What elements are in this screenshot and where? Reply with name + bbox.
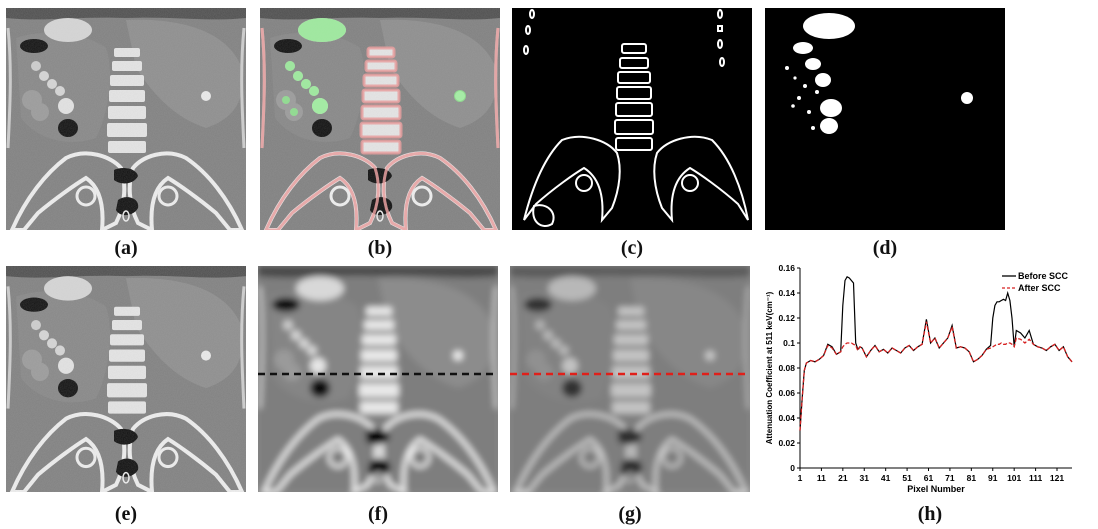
x-axis-label: Pixel Number [907,484,965,494]
x-tick-label: 41 [881,473,891,483]
caption-a: (a) [114,237,138,259]
series-line-before-scc [799,275,1073,431]
panel-f-pet-attenuation-map-before [258,266,498,492]
panel-e-ct-image [6,266,246,492]
x-tick-label: 81 [967,473,977,483]
caption-h: (h) [917,503,943,525]
panel-h-profile-chart: 0 0.02 0.04 0.06 0.08 0.1 0.12 0.14 0.16 1 11 21 31 4… [760,262,1090,507]
y-tick-label: 0.12 [778,313,795,323]
x-tick-label: 21 [838,473,848,483]
caption-e: (e) [114,503,138,525]
panel-b-segmentation-overlay [260,8,500,230]
legend-label-after-scc: After SCC [1018,283,1061,293]
panel-a-ct-image [6,8,246,230]
y-tick-label: 0.16 [778,263,795,273]
y-tick-label: 0 [790,463,795,473]
y-tick-label: 0.08 [778,363,795,373]
y-tick-label: 0.02 [778,438,795,448]
x-tick-label: 61 [924,473,934,483]
x-tick-label: 121 [1050,473,1064,483]
caption-g: (g) [618,503,642,525]
x-tick-label: 91 [988,473,998,483]
y-tick-label: 0.06 [778,388,795,398]
caption-d: (d) [872,237,898,259]
panel-g-pet-attenuation-map-after [510,266,750,492]
caption-f: (f) [368,503,388,525]
x-tick-label: 51 [902,473,912,483]
legend-label-before-scc: Before SCC [1018,271,1069,281]
panel-d-contrast-mask [765,8,1005,230]
x-tick-label: 1 [798,473,803,483]
panel-c-bone-mask [512,8,752,230]
x-tick-label: 111 [1029,473,1043,483]
x-tick-label: 71 [945,473,955,483]
x-tick-label: 11 [817,473,826,483]
caption-c: (c) [620,237,644,259]
y-tick-label: 0.14 [778,288,795,298]
y-axis-label: Attenuation Coefficient at 511 keV(cm⁻¹) [765,291,774,444]
x-tick-label: 31 [860,473,870,483]
x-tick-label: 101 [1007,473,1021,483]
caption-b: (b) [367,237,393,259]
y-tick-label: 0.1 [783,338,795,348]
y-tick-label: 0.04 [778,413,795,423]
